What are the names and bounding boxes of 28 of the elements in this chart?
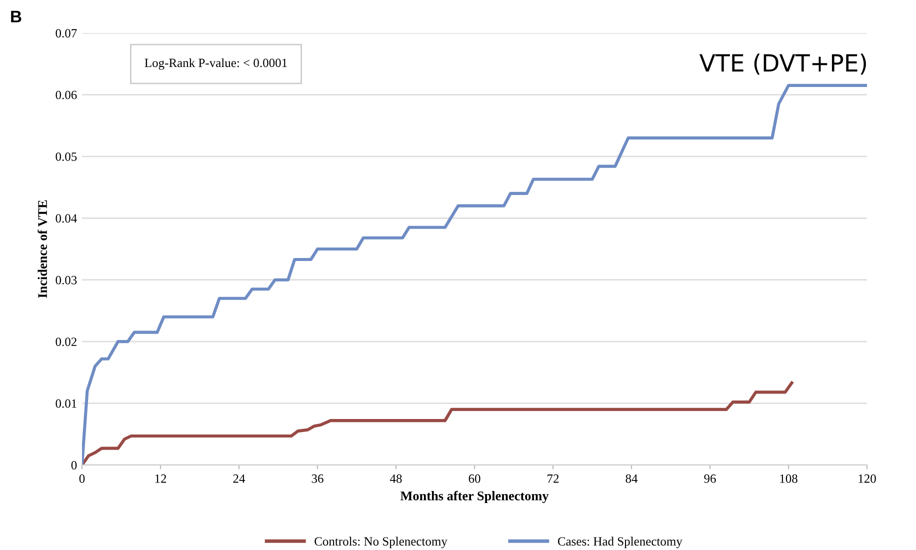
line-series <box>82 84 867 465</box>
x-tick-label: 12 <box>155 474 166 483</box>
y-tick-label: 0.03 <box>56 276 77 284</box>
x-tick-label: 108 <box>780 474 798 483</box>
annotation: Log-Rank P-value: < 0.0001 <box>144 58 287 70</box>
x-tick-label: 60 <box>468 474 480 483</box>
y-tick-label: 0.07 <box>56 29 77 38</box>
y-tick-label: 0.04 <box>56 214 77 223</box>
x-tick-label: 96 <box>704 474 716 483</box>
text: VTE (DVT+PE) <box>699 54 866 75</box>
y-tick-label: 0.02 <box>56 338 76 346</box>
x-tick-label: 72 <box>548 474 559 483</box>
x-tick-label: 0 <box>79 474 85 483</box>
x-tick-label: 48 <box>390 474 402 483</box>
text: B <box>11 10 22 22</box>
legend-label: Controls: No Splenectomy <box>314 536 448 548</box>
y-tick-label: 0.05 <box>56 152 77 161</box>
y-axis-title: Incidence of VTE <box>38 200 48 298</box>
x-tick-label: 24 <box>233 474 246 483</box>
x-tick-label: 36 <box>312 474 324 483</box>
x-tick-label: 120 <box>858 474 876 483</box>
line-series <box>82 381 794 465</box>
legend-label: Cases: Had Splenectomy <box>558 536 682 548</box>
y-tick-label: 0.01 <box>56 399 76 408</box>
y-tick-label: 0.06 <box>56 90 77 100</box>
x-axis-title: Months after Splenectomy <box>400 490 549 504</box>
y-tick-label: 0 <box>71 461 77 470</box>
x-tick-label: 84 <box>626 474 638 483</box>
